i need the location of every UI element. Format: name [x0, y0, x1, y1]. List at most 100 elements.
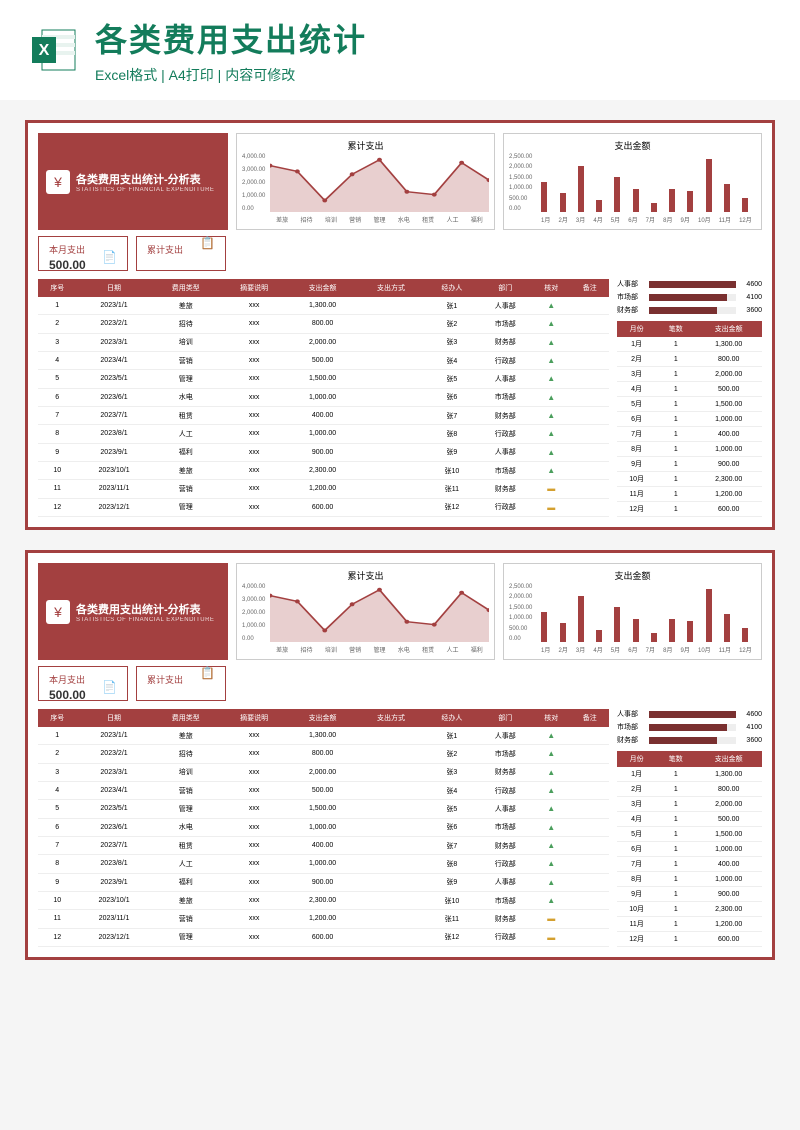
- yuan-icon: ¥: [46, 600, 70, 624]
- bar-chart: 支出金额2,500.002,000.001,500.001,000.00500.…: [503, 133, 762, 230]
- table-header: 支出方式: [357, 709, 425, 727]
- dept-bar: 市场部4100: [617, 722, 762, 732]
- page-title: 各类费用支出统计: [95, 15, 367, 61]
- status-icon: ▲: [547, 301, 555, 310]
- table-row: 62023/6/1水电xxx1,000.00张6市场部▲: [38, 818, 609, 836]
- bar: [596, 630, 602, 642]
- status-icon: ▲: [547, 731, 555, 740]
- table-row: 122023/12/1管理xxx600.00张12行政部▬: [38, 928, 609, 946]
- table-row: 72023/7/1租赁xxx400.00张7财务部▲: [38, 836, 609, 854]
- yuan-icon: ¥: [46, 170, 70, 194]
- table-row: 112023/11/1营销xxx1,200.00张11财务部▬: [38, 480, 609, 498]
- bar: [651, 633, 657, 642]
- bar: [578, 596, 584, 642]
- line-chart: 累计支出4,000.003,000.002,000.001,000.000.00…: [236, 563, 495, 660]
- expense-table: 序号日期费用类型摘要说明支出金额支出方式经办人部门核对备注12023/1/1差旅…: [38, 279, 609, 517]
- table-header: 费用类型: [152, 279, 220, 297]
- status-icon: ▲: [547, 786, 555, 795]
- month-row: 6月11,000.00: [617, 842, 762, 857]
- month-row: 12月1600.00: [617, 502, 762, 517]
- table-header: 部门: [479, 279, 532, 297]
- chart-title: 支出金额: [509, 139, 756, 152]
- table-header: 备注: [570, 279, 609, 297]
- side-panel: 人事部4600市场部4100财务部3600月份笔数支出金额1月11,300.00…: [617, 709, 762, 947]
- svg-text:X: X: [39, 42, 50, 59]
- bar: [633, 189, 639, 212]
- bar: [742, 628, 748, 642]
- table-row: 32023/3/1培训xxx2,000.00张3财务部▲: [38, 333, 609, 351]
- status-icon: ▲: [547, 466, 555, 475]
- month-row: 3月12,000.00: [617, 367, 762, 382]
- title-block: ¥各类费用支出统计-分析表STATISTICS OF FINANCIAL EXP…: [38, 563, 228, 660]
- table-row: 72023/7/1租赁xxx400.00张7财务部▲: [38, 406, 609, 424]
- table-row: 42023/4/1营销xxx500.00张4行政部▲: [38, 781, 609, 799]
- table-header: 序号: [38, 279, 76, 297]
- dept-bar: 人事部4600: [617, 709, 762, 719]
- stat-box: 累计支出📋: [136, 666, 226, 701]
- month-row: 4月1500.00: [617, 812, 762, 827]
- table-row: 112023/11/1营销xxx1,200.00张11财务部▬: [38, 910, 609, 928]
- dept-bar: 市场部4100: [617, 292, 762, 302]
- doc-icon: 📋: [200, 236, 215, 250]
- table-header: 部门: [479, 709, 532, 727]
- month-row: 9月1900.00: [617, 887, 762, 902]
- table-header: 支出方式: [357, 279, 425, 297]
- table-header: 核对: [532, 279, 570, 297]
- status-icon: ▬: [547, 914, 555, 923]
- stat-box: 累计支出📋: [136, 236, 226, 271]
- doc-icon: 📋: [200, 666, 215, 680]
- table-row: 102023/10/1差旅xxx2,300.00张10市场部▲: [38, 891, 609, 909]
- title-block: ¥各类费用支出统计-分析表STATISTICS OF FINANCIAL EXP…: [38, 133, 228, 230]
- bar: [633, 619, 639, 642]
- dept-bar: 财务部3600: [617, 305, 762, 315]
- table-header: 核对: [532, 709, 570, 727]
- table-header: 摘要说明: [220, 709, 288, 727]
- doc-icon: 📄: [102, 680, 117, 694]
- month-row: 3月12,000.00: [617, 797, 762, 812]
- doc-icon: 📄: [102, 250, 117, 264]
- table-row: 42023/4/1营销xxx500.00张4行政部▲: [38, 351, 609, 369]
- bar: [669, 189, 675, 212]
- month-row: 8月11,000.00: [617, 872, 762, 887]
- month-row: 2月1800.00: [617, 782, 762, 797]
- table-row: 22023/2/1招待xxx800.00张2市场部▲: [38, 315, 609, 333]
- month-row: 7月1400.00: [617, 857, 762, 872]
- month-row: 8月11,000.00: [617, 442, 762, 457]
- bar: [706, 589, 712, 642]
- bar: [560, 193, 566, 212]
- table-row: 52023/5/1管理xxx1,500.00张5人事部▲: [38, 370, 609, 388]
- bar: [724, 614, 730, 642]
- expense-table: 序号日期费用类型摘要说明支出金额支出方式经办人部门核对备注12023/1/1差旅…: [38, 709, 609, 947]
- month-row: 6月11,000.00: [617, 412, 762, 427]
- dept-bar: 财务部3600: [617, 735, 762, 745]
- bar: [596, 200, 602, 212]
- month-row: 1月11,300.00: [617, 337, 762, 352]
- table-row: 102023/10/1差旅xxx2,300.00张10市场部▲: [38, 461, 609, 479]
- expense-template: ¥各类费用支出统计-分析表STATISTICS OF FINANCIAL EXP…: [25, 550, 775, 960]
- title-zh: 各类费用支出统计-分析表: [76, 171, 214, 187]
- month-row: 9月1900.00: [617, 457, 762, 472]
- chart-title: 累计支出: [242, 569, 489, 582]
- excel-icon: X: [30, 25, 80, 75]
- bar: [614, 607, 620, 642]
- table-row: 12023/1/1差旅xxx1,300.00张1人事部▲: [38, 727, 609, 745]
- status-icon: ▲: [547, 749, 555, 758]
- title-zh: 各类费用支出统计-分析表: [76, 601, 214, 617]
- status-icon: ▲: [547, 448, 555, 457]
- status-icon: ▲: [547, 319, 555, 328]
- table-row: 82023/8/1人工xxx1,000.00张8行政部▲: [38, 425, 609, 443]
- status-icon: ▬: [547, 503, 555, 512]
- status-icon: ▲: [547, 823, 555, 832]
- table-header: 支出金额: [288, 279, 356, 297]
- page-header: X 各类费用支出统计 Excel格式 | A4打印 | 内容可修改: [0, 0, 800, 100]
- status-icon: ▲: [547, 768, 555, 777]
- month-row: 10月12,300.00: [617, 472, 762, 487]
- table-row: 92023/9/1福利xxx900.00张9人事部▲: [38, 873, 609, 891]
- status-icon: ▲: [547, 804, 555, 813]
- month-table: 月份笔数支出金额1月11,300.002月1800.003月12,000.004…: [617, 321, 762, 517]
- table-header: 支出金额: [288, 709, 356, 727]
- expense-template: ¥各类费用支出统计-分析表STATISTICS OF FINANCIAL EXP…: [25, 120, 775, 530]
- table-row: 52023/5/1管理xxx1,500.00张5人事部▲: [38, 800, 609, 818]
- table-row: 92023/9/1福利xxx900.00张9人事部▲: [38, 443, 609, 461]
- dept-bar: 人事部4600: [617, 279, 762, 289]
